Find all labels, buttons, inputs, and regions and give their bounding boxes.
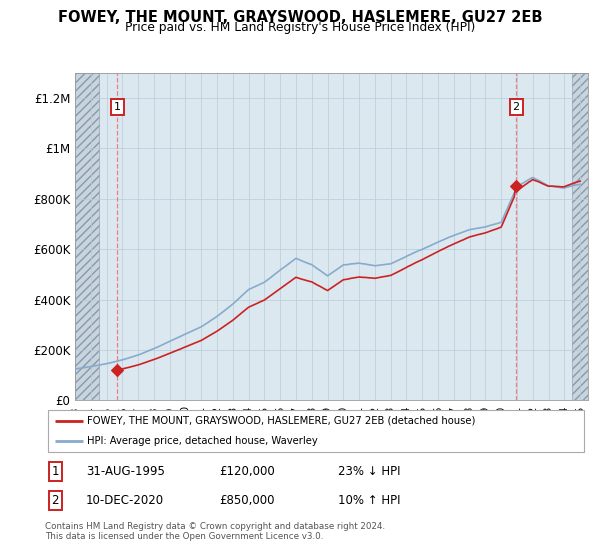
Point <box>112 366 122 375</box>
Text: 1: 1 <box>113 102 121 112</box>
Text: HPI: Average price, detached house, Waverley: HPI: Average price, detached house, Wave… <box>88 436 318 446</box>
Text: 2: 2 <box>52 494 59 507</box>
Text: Contains HM Land Registry data © Crown copyright and database right 2024.
This d: Contains HM Land Registry data © Crown c… <box>45 522 385 542</box>
Text: 23% ↓ HPI: 23% ↓ HPI <box>338 465 401 478</box>
Text: 1: 1 <box>52 465 59 478</box>
Text: £850,000: £850,000 <box>219 494 274 507</box>
Text: 10% ↑ HPI: 10% ↑ HPI <box>338 494 401 507</box>
Point <box>511 182 521 191</box>
Text: FOWEY, THE MOUNT, GRAYSWOOD, HASLEMERE, GU27 2EB (detached house): FOWEY, THE MOUNT, GRAYSWOOD, HASLEMERE, … <box>88 416 476 426</box>
FancyBboxPatch shape <box>48 409 584 452</box>
Text: 10-DEC-2020: 10-DEC-2020 <box>86 494 164 507</box>
Text: 2: 2 <box>512 102 520 112</box>
Text: FOWEY, THE MOUNT, GRAYSWOOD, HASLEMERE, GU27 2EB: FOWEY, THE MOUNT, GRAYSWOOD, HASLEMERE, … <box>58 10 542 25</box>
Text: Price paid vs. HM Land Registry's House Price Index (HPI): Price paid vs. HM Land Registry's House … <box>125 21 475 34</box>
Text: 31-AUG-1995: 31-AUG-1995 <box>86 465 164 478</box>
Text: £120,000: £120,000 <box>219 465 275 478</box>
